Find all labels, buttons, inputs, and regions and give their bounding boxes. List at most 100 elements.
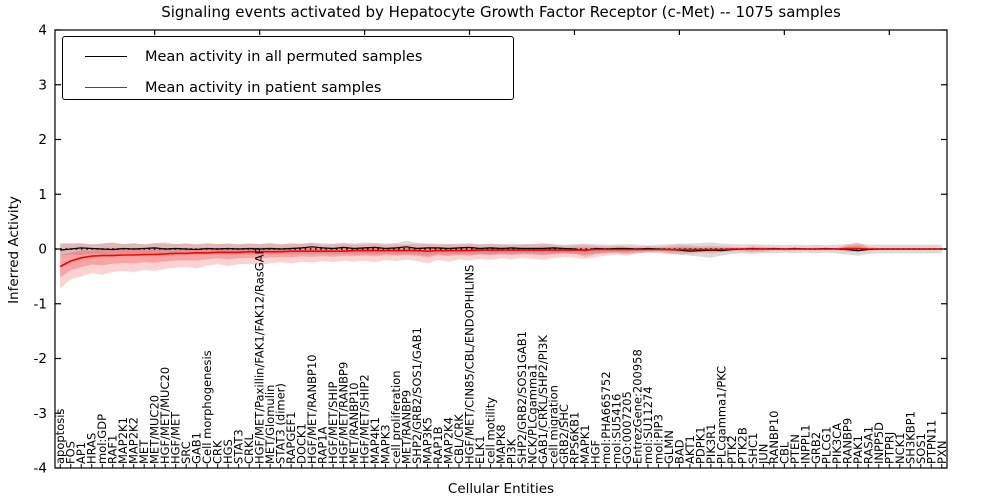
- y-tick-label: -1: [34, 296, 47, 312]
- x-tick-label: MAP2K4: [442, 417, 456, 464]
- x-tick-label: HGF/MET/Paxillin/FAK1/FAK12/RasGAP: [253, 247, 267, 464]
- x-tick-label: GRB2/SHC: [557, 404, 571, 464]
- x-tick-label: RASA1: [861, 426, 875, 464]
- x-tick-label: RAP1A: [316, 426, 330, 464]
- x-tick-label: MET/RANBP9: [400, 390, 414, 464]
- x-tick-label: MET/Glomulin: [263, 385, 277, 464]
- x-tick-label: mol:SU5416: [609, 394, 623, 464]
- x-tick-label: ELK1: [473, 435, 487, 464]
- legend-row-patient: Mean activity in patient samples: [63, 72, 513, 103]
- x-tick-label: NCK1: [893, 433, 907, 465]
- x-tick-label: CBL: [777, 441, 791, 464]
- y-tick-label: -3: [34, 406, 47, 422]
- x-tick-label: MAP4K1: [368, 417, 382, 464]
- x-tick-label: CRK: [211, 440, 225, 464]
- x-tick-label: MAP2K2: [127, 417, 141, 464]
- patient-band-inner: [60, 245, 942, 278]
- x-tick-label: HGF/MET/CIN85/CBL/ENDOPHILINS: [463, 265, 477, 464]
- permuted-band: [60, 240, 942, 258]
- y-tick-label: 2: [38, 132, 47, 148]
- x-tick-label: SHP2/GRB2/SOS1GAB1: [515, 331, 529, 464]
- x-tick-label: INPPL1: [798, 424, 812, 464]
- x-tick-label: CRKL: [242, 433, 256, 464]
- x-tick-label: PLCgamma1/PKC: [714, 366, 728, 464]
- x-tick-label: MET: [137, 439, 151, 464]
- x-axis-label: Cellular Entities: [447, 481, 555, 497]
- x-tick-label: PXN: [935, 441, 949, 464]
- x-tick-label: mol:SU11274: [641, 386, 655, 464]
- x-tick-label: HGS: [221, 439, 235, 464]
- x-tick-label: PAK1: [851, 435, 865, 464]
- x-tick-label: HGF: [588, 440, 602, 464]
- x-tick-label: INPP5D: [872, 422, 886, 464]
- x-tick-label: GAB1/CRKL/SHP2/PI3K: [536, 335, 550, 464]
- x-tick-label: PI3K: [505, 438, 519, 464]
- y-tick-label: 3: [38, 77, 47, 93]
- patient-band-outer: [60, 242, 942, 289]
- chart-title: Signaling events activated by Hepatocyte…: [161, 3, 841, 21]
- x-tick-label: NCK/PLCgamma1: [526, 363, 540, 464]
- x-tick-label: MAP2K1: [116, 417, 130, 464]
- x-tick-label: GRB2: [809, 432, 823, 464]
- x-tick-label: DOCK1: [295, 423, 309, 464]
- x-tick-label: mol:GDP: [95, 414, 109, 464]
- x-tick-label: AP1: [74, 442, 88, 464]
- x-tick-label: SH3KBP1: [903, 411, 917, 464]
- x-tick-label: HGF/MET/SHIP2: [358, 374, 372, 464]
- x-tick-label: HGF/MET/MUC20: [158, 367, 172, 464]
- y-tick-label: -4: [34, 461, 47, 477]
- x-tick-label: GO:0007205: [620, 391, 634, 464]
- y-axis-label: Inferred Activity: [6, 196, 22, 304]
- x-tick-label: HRAS: [85, 433, 99, 464]
- x-tick-label: PLCG1: [819, 426, 833, 464]
- x-tick-label: MAPK8: [494, 424, 508, 464]
- legend-label-patient: Mean activity in patient samples: [145, 79, 382, 96]
- patient-line-swatch: [85, 87, 127, 88]
- x-tick-label: RANBP10: [767, 411, 781, 464]
- x-tick-label: cell migration: [547, 385, 561, 464]
- x-tick-label: PTK2B: [735, 427, 749, 464]
- x-tick-label: RAF1: [106, 435, 120, 464]
- patient-mean-line: [59, 247, 942, 268]
- y-tick-label: 1: [38, 187, 47, 203]
- x-tick-label: AKT1: [683, 435, 697, 464]
- x-tick-label: STAT3 (dimer): [274, 383, 288, 464]
- x-tick-label: MAPK1: [578, 424, 592, 464]
- x-tick-label: PTK2: [725, 435, 739, 464]
- x-tick-label: SHC1: [746, 433, 760, 464]
- x-tick-label: BAD: [672, 439, 686, 464]
- x-tick-label: RANBP9: [840, 418, 854, 464]
- legend-label-permuted: Mean activity in all permuted samples: [145, 48, 423, 65]
- x-tick-label: PIK3CA: [830, 423, 844, 464]
- x-tick-label: MET/RANBP10: [347, 382, 361, 464]
- x-tick-label: cell motility: [484, 397, 498, 464]
- x-tick-label: MET/MUC20: [148, 395, 162, 464]
- x-tick-label: apoptosis: [53, 409, 67, 464]
- x-tick-label: HGF/MET/RANBP10: [305, 354, 319, 464]
- x-tick-label: PIK3R1: [704, 424, 718, 465]
- x-tick-label: RAP1B: [431, 426, 445, 464]
- x-tick-label: FOS: [64, 441, 78, 464]
- x-tick-label: SRC: [179, 441, 193, 464]
- x-tick-label: HGF/MET: [169, 411, 183, 464]
- x-tick-label: PTPN11: [924, 420, 938, 464]
- legend: Mean activity in all permuted samples Me…: [62, 36, 514, 100]
- x-tick-label: EntrezGene:200958: [630, 349, 644, 464]
- x-tick-label: PTEN: [788, 434, 802, 464]
- permuted-line-swatch: [85, 56, 127, 57]
- y-tick-label: 4: [38, 23, 47, 39]
- x-tick-label: JUN: [756, 444, 770, 465]
- x-tick-label: HGF/MET/RANBP9: [337, 362, 351, 464]
- x-tick-label: MAP3K5: [421, 417, 435, 464]
- x-tick-label: mol:PIP3: [651, 414, 665, 464]
- x-tick-label: RAPGEF1: [284, 412, 298, 464]
- x-tick-label: RPS6KB1: [568, 412, 582, 464]
- x-tick-label: HGF/MET/SHIP: [326, 382, 340, 464]
- x-tick-label: Cell morphogenesis: [200, 350, 214, 464]
- x-tick-label: STAT3: [232, 429, 246, 464]
- y-tick-label: 0: [38, 242, 47, 258]
- x-tick-label: mol:PHA665752: [599, 371, 613, 464]
- y-tick-label: -2: [34, 351, 47, 367]
